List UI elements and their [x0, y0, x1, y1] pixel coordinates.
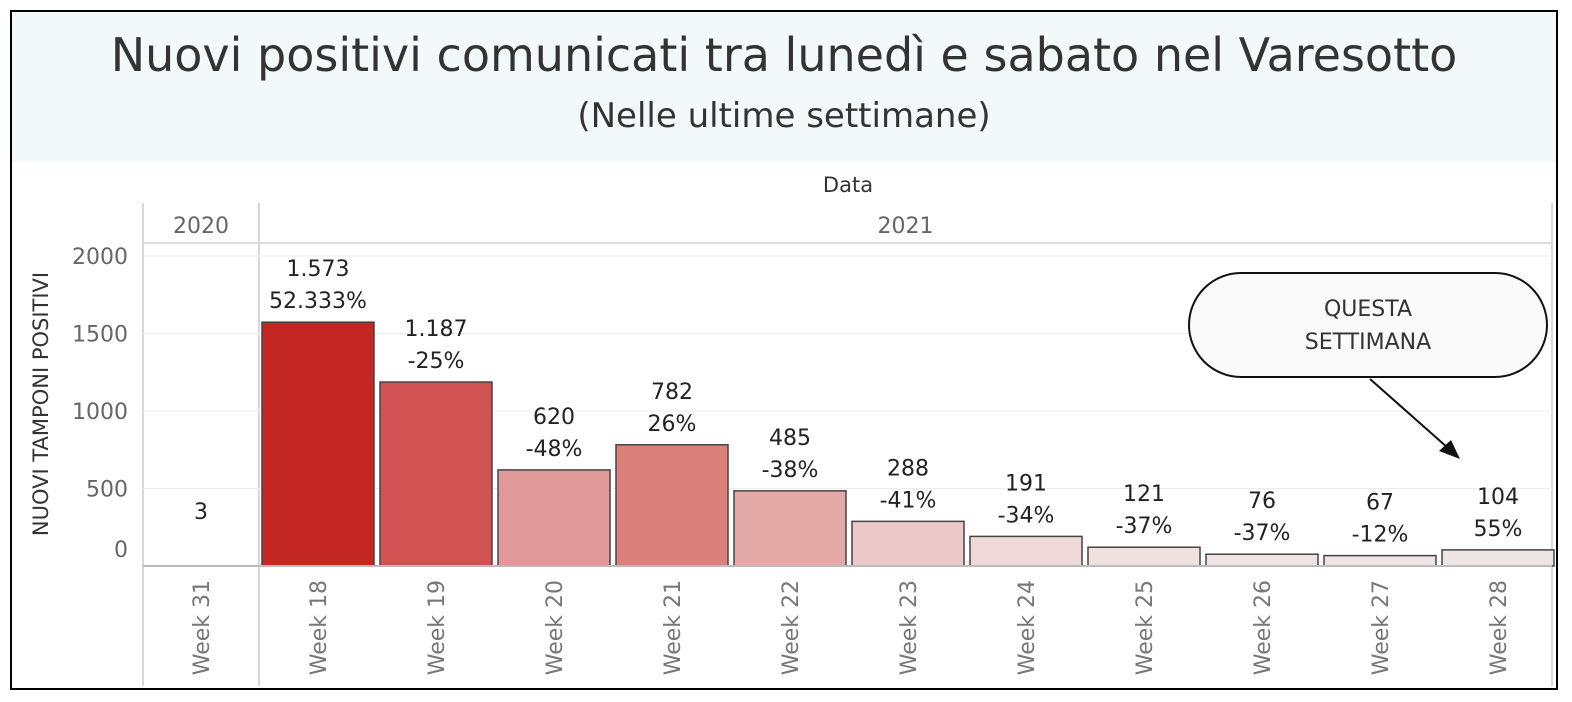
chart-subtitle: (Nelle ultime settimane) — [577, 96, 991, 136]
year-label-2020: 2020 — [173, 214, 229, 239]
y-tick-label: 2000 — [72, 245, 128, 270]
change-label: -12% — [1352, 523, 1409, 548]
x-tick-label: Week 26 — [1251, 580, 1276, 675]
year-label-2021: 2021 — [878, 214, 934, 239]
change-label: -37% — [1234, 521, 1291, 546]
bar — [379, 381, 493, 567]
value-label: 288 — [887, 456, 929, 481]
bar — [261, 321, 375, 567]
bar — [1087, 546, 1201, 567]
bar — [497, 469, 611, 567]
callout-arrow-line — [1369, 378, 1449, 449]
x-tick-label: Week 18 — [307, 580, 332, 675]
value-label: 191 — [1005, 471, 1047, 496]
callout-line-2: SETTIMANA — [1305, 330, 1431, 355]
y-tick-label: 0 — [114, 538, 128, 563]
callout-bubble — [1188, 272, 1548, 378]
y-tick-label: 1000 — [72, 400, 128, 425]
value-label: 121 — [1123, 482, 1165, 507]
change-label: -34% — [998, 503, 1055, 528]
value-label: 3 — [194, 500, 208, 525]
x-tick-label: Week 20 — [543, 580, 568, 675]
chart-header: Nuovi positivi comunicati tra lunedì e s… — [12, 12, 1556, 162]
change-label: 26% — [648, 412, 697, 437]
x-tick-label: Week 22 — [779, 580, 804, 675]
change-label: 52.333% — [269, 289, 367, 314]
x-tick-label: Week 25 — [1133, 580, 1158, 675]
chart-title: Nuovi positivi comunicati tra lunedì e s… — [110, 28, 1458, 82]
bar — [733, 490, 847, 567]
x-tick-label: Week 21 — [661, 580, 686, 675]
value-label: 1.187 — [405, 317, 468, 342]
bar — [615, 444, 729, 567]
change-label: -48% — [526, 437, 583, 462]
x-tick-label: Week 31 — [190, 580, 215, 675]
callout-arrow-head — [1439, 440, 1460, 459]
x-tick-label: Week 28 — [1487, 580, 1512, 675]
header-label: Data — [823, 173, 873, 197]
value-label: 104 — [1477, 485, 1519, 510]
x-tick-label: Week 23 — [897, 580, 922, 675]
value-label: 67 — [1366, 491, 1394, 516]
bar — [969, 535, 1083, 567]
x-tick-label: Week 24 — [1015, 580, 1040, 675]
change-label: -25% — [408, 349, 465, 374]
bar — [1441, 549, 1555, 567]
callout-line-1: QUESTA — [1324, 297, 1412, 322]
change-label: 55% — [1474, 517, 1523, 542]
x-tick-label: Week 27 — [1369, 580, 1394, 675]
value-label: 620 — [533, 405, 575, 430]
change-label: -38% — [762, 458, 819, 483]
value-label: 782 — [651, 380, 693, 405]
value-label: 1.573 — [287, 257, 350, 282]
bar — [1205, 553, 1319, 567]
y-tick-label: 1500 — [72, 323, 128, 348]
change-label: -37% — [1116, 514, 1173, 539]
x-tick-label: Week 19 — [425, 580, 450, 675]
change-label: -41% — [880, 488, 937, 513]
bar — [851, 520, 965, 567]
value-label: 485 — [769, 426, 811, 451]
y-axis-label: NUOVI TAMPONI POSITIVI — [29, 272, 53, 536]
bar — [1323, 554, 1437, 567]
y-tick-label: 500 — [86, 478, 128, 503]
value-label: 76 — [1248, 489, 1276, 514]
